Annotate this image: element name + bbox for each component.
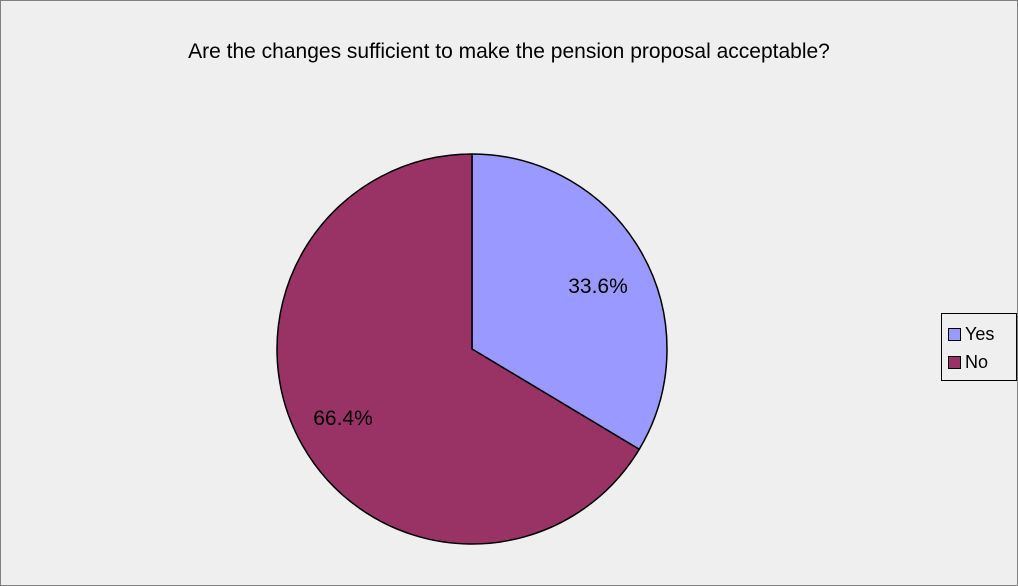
chart-title-text: Are the changes sufficient to make the p… <box>188 40 830 63</box>
legend-swatch-yes <box>948 327 961 341</box>
pie-slice-no <box>276 153 641 545</box>
chart-title: Are the changes sufficient to make the p… <box>1 39 1017 65</box>
legend-item-no: No <box>948 350 988 374</box>
legend: Yes No <box>941 313 1017 381</box>
legend-swatch-no <box>948 355 961 369</box>
slice-label-no: 66.4% <box>313 407 373 430</box>
legend-item-yes: Yes <box>948 322 994 346</box>
legend-label-yes: Yes <box>965 323 995 344</box>
pie-slice-yes <box>471 153 668 451</box>
slice-label-yes: 33.6% <box>568 275 628 298</box>
legend-label-no: No <box>965 351 989 372</box>
